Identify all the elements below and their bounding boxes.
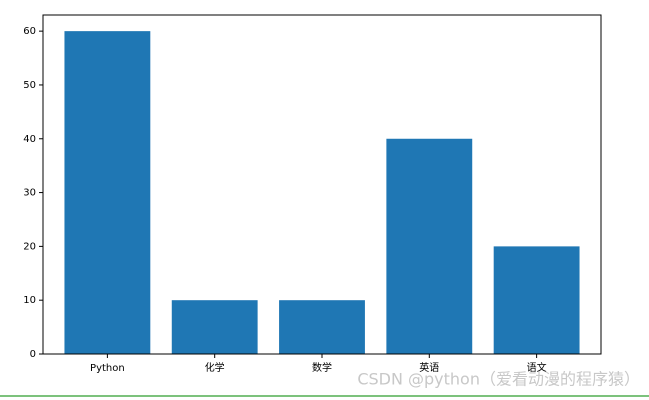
x-tick-label: Python: [90, 363, 125, 374]
bar: [279, 300, 365, 354]
y-tick-label: 20: [23, 241, 36, 252]
bar: [493, 246, 580, 354]
watermark: CSDN @python（爱看动漫的程序猿）: [357, 370, 640, 389]
x-tick-label: 语文: [527, 361, 547, 374]
x-tick-label: 化学: [205, 361, 225, 374]
x-tick-label: 数学: [312, 361, 332, 374]
axes-frame: [42, 14, 602, 355]
x-tick-label: 英语: [419, 361, 439, 374]
y-tick-label: 50: [23, 80, 36, 91]
y-tick-label: 0: [30, 349, 36, 360]
y-tick-label: 60: [23, 26, 36, 37]
y-tick-label: 40: [23, 134, 36, 145]
bar: [171, 300, 258, 354]
y-tick-label: 10: [23, 295, 36, 306]
y-tick-label: 30: [23, 188, 36, 199]
bar: [64, 31, 151, 355]
bar: [386, 138, 473, 354]
